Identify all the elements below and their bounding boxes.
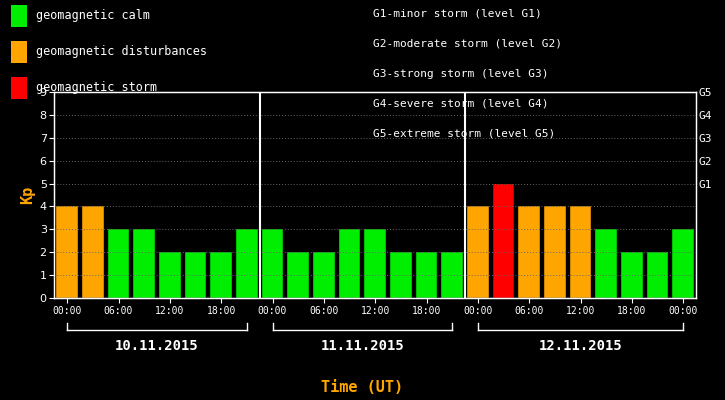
Bar <box>621 252 643 298</box>
Text: G2-moderate storm (level G2): G2-moderate storm (level G2) <box>373 39 563 49</box>
Text: G3-strong storm (level G3): G3-strong storm (level G3) <box>373 69 549 79</box>
Bar <box>287 252 309 298</box>
Bar <box>570 206 592 298</box>
Bar <box>518 206 540 298</box>
Bar <box>339 229 360 298</box>
Text: geomagnetic calm: geomagnetic calm <box>36 10 149 22</box>
Bar <box>159 252 181 298</box>
Y-axis label: Kp: Kp <box>20 186 36 204</box>
Text: 12.11.2015: 12.11.2015 <box>539 339 622 353</box>
Bar <box>544 206 566 298</box>
Bar <box>57 206 78 298</box>
Bar <box>672 229 694 298</box>
Bar <box>313 252 335 298</box>
Bar <box>442 252 463 298</box>
Bar <box>107 229 130 298</box>
Text: geomagnetic disturbances: geomagnetic disturbances <box>36 46 207 58</box>
Bar <box>364 229 386 298</box>
Text: G5-extreme storm (level G5): G5-extreme storm (level G5) <box>373 129 555 139</box>
Bar <box>390 252 412 298</box>
Bar <box>133 229 155 298</box>
Bar <box>492 184 515 298</box>
Text: 10.11.2015: 10.11.2015 <box>115 339 199 353</box>
Text: G4-severe storm (level G4): G4-severe storm (level G4) <box>373 99 549 109</box>
Bar <box>236 229 258 298</box>
Text: geomagnetic storm: geomagnetic storm <box>36 82 157 94</box>
Bar <box>185 252 207 298</box>
Bar <box>210 252 232 298</box>
Text: Time (UT): Time (UT) <box>321 380 404 396</box>
Text: 11.11.2015: 11.11.2015 <box>320 339 405 353</box>
Bar <box>82 206 104 298</box>
Bar <box>415 252 437 298</box>
Bar <box>647 252 668 298</box>
Bar <box>595 229 617 298</box>
Bar <box>262 229 283 298</box>
Text: G1-minor storm (level G1): G1-minor storm (level G1) <box>373 9 542 19</box>
Bar <box>467 206 489 298</box>
